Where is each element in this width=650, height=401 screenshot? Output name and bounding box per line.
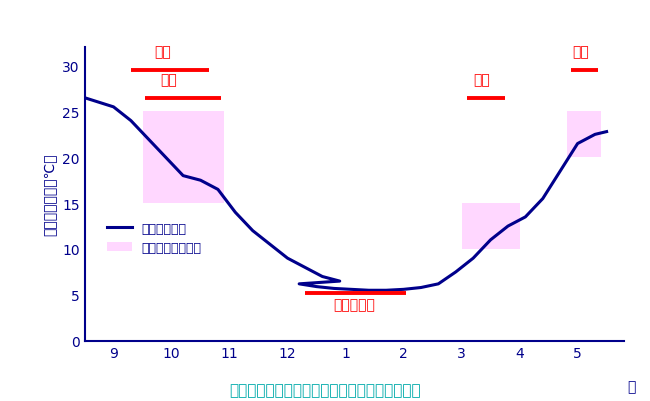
Text: 月: 月 [627, 379, 635, 393]
Bar [462, 204, 519, 249]
Bar [142, 112, 224, 204]
Text: 低温要求期: 低温要求期 [333, 298, 375, 312]
Legend: 生息地の水温, 発育に必要な温度: 生息地の水温, 発育に必要な温度 [101, 217, 207, 259]
Bar [567, 112, 601, 158]
Text: イタセンパラの初期発育と生息地の水温の関係: イタセンパラの初期発育と生息地の水温の関係 [229, 382, 421, 397]
Text: ふ化: ふ化 [161, 73, 177, 87]
Text: 発眼: 発眼 [473, 73, 490, 87]
Y-axis label: 生息地の水温（℃）: 生息地の水温（℃） [42, 153, 57, 236]
Text: 受精: 受精 [155, 45, 171, 59]
Text: 浮上: 浮上 [572, 45, 589, 59]
